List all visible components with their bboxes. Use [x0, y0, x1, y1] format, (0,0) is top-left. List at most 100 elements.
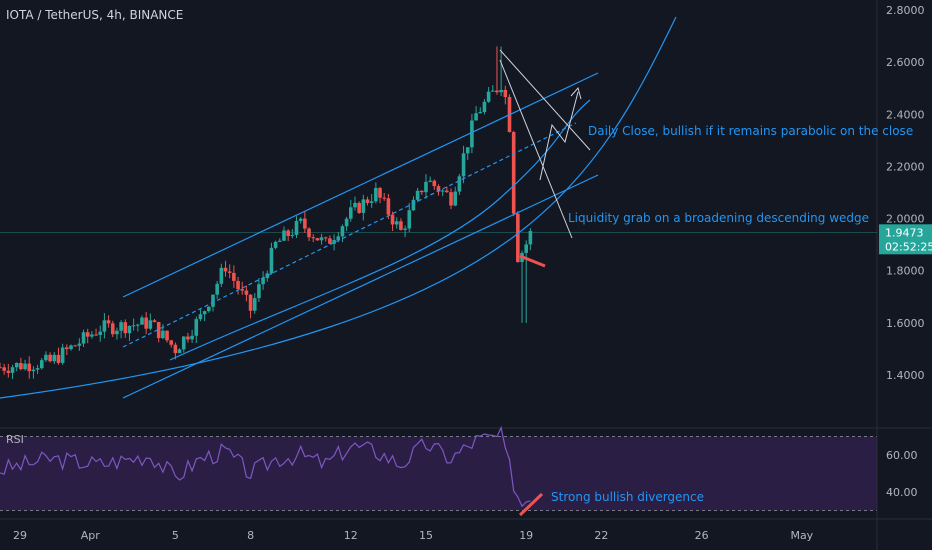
wedge-lower-line: [499, 59, 573, 239]
candle: [6, 370, 11, 373]
rsi-band: [0, 436, 877, 511]
candle: [386, 198, 391, 215]
candle: [407, 210, 412, 229]
candle: [248, 294, 253, 311]
candle: [482, 101, 487, 113]
rsi-tick-label: 60.00: [886, 449, 918, 462]
candle: [378, 187, 382, 198]
candle: [390, 214, 395, 225]
candle: [499, 89, 503, 93]
candle: [181, 336, 186, 350]
projection-arrowhead: [570, 86, 582, 100]
candle: [528, 230, 533, 245]
candle: [35, 368, 40, 370]
time-tick-label: 12: [344, 529, 358, 542]
candle: [428, 180, 432, 182]
wedge-lines-group: [499, 49, 591, 239]
candle: [503, 89, 508, 97]
candle: [432, 180, 437, 187]
candle: [140, 317, 144, 325]
bar-countdown: 02:52:25: [885, 240, 932, 253]
candle: [445, 190, 449, 193]
price-tick-label: 1.8000: [886, 265, 925, 278]
candle: [303, 218, 307, 229]
candle: [457, 176, 462, 192]
inner-parabolic-curve: [169, 99, 591, 361]
price-tick-label: 2.0000: [886, 213, 925, 226]
candles-group: [0, 46, 533, 380]
candle: [240, 288, 245, 291]
liquidity-grab-marker: [519, 254, 546, 268]
parabolic-curve: [0, 16, 677, 399]
chart-title: IOTA / TetherUS, 4h, BINANCE: [6, 8, 183, 22]
candle: [98, 331, 103, 336]
candle: [198, 314, 203, 320]
candle: [319, 237, 324, 241]
candle: [403, 228, 407, 230]
price-axis[interactable]: 2.8000 2.6000 2.4000 2.2000 2.0000 1.8000 1.60…: [886, 4, 925, 382]
price-tick-label: 2.6000: [886, 56, 925, 69]
candle: [440, 190, 445, 192]
candle: [336, 236, 341, 241]
candle: [19, 362, 23, 370]
candle: [449, 192, 453, 206]
candle: [69, 345, 73, 350]
candle: [419, 190, 424, 193]
candle: [470, 120, 474, 148]
price-tick-label: 2.4000: [886, 108, 925, 121]
candle: [165, 330, 169, 341]
candle: [294, 220, 299, 235]
candle: [136, 324, 140, 326]
candle: [202, 311, 207, 315]
candle: [411, 199, 416, 211]
candle: [465, 147, 470, 154]
candle: [119, 322, 123, 331]
candle: [156, 322, 161, 339]
candle: [90, 334, 94, 337]
candle: [490, 90, 495, 92]
candle: [23, 363, 27, 370]
candle: [211, 294, 215, 307]
candle: [261, 278, 265, 285]
candle: [415, 190, 420, 200]
candle: [323, 237, 328, 239]
candle: [77, 343, 82, 346]
candle: [286, 230, 290, 236]
candle: [298, 218, 303, 221]
candle: [511, 132, 516, 214]
candle: [252, 298, 257, 311]
rsi-axis[interactable]: 60.00 40.00: [886, 449, 918, 499]
candle: [173, 344, 178, 354]
candle: [110, 323, 115, 335]
time-tick-label: 29: [13, 529, 27, 542]
candle: [81, 332, 86, 344]
candle: [44, 354, 48, 361]
time-tick-label: 15: [419, 529, 433, 542]
candle: [307, 228, 311, 238]
time-tick-label: 8: [247, 529, 254, 542]
rsi-line: [0, 425, 531, 508]
candle: [127, 325, 132, 334]
candle: [215, 283, 219, 295]
candle: [2, 367, 6, 371]
projection-path: [539, 91, 579, 181]
candle: [106, 320, 111, 324]
candle: [14, 362, 19, 368]
candle: [60, 347, 65, 363]
candle: [123, 322, 128, 334]
channel-upper-line: [122, 72, 599, 298]
channel-midline: [122, 122, 577, 348]
time-tick-label: May: [790, 529, 813, 542]
price-tick-label: 1.4000: [886, 369, 925, 382]
candle: [0, 367, 2, 369]
candle: [361, 199, 366, 213]
annotation-daily-close: Daily Close, bullish if it remains parab…: [588, 124, 913, 138]
candle: [85, 332, 90, 337]
channel-lower-line: [122, 174, 599, 399]
candle: [148, 320, 153, 329]
candle: [474, 113, 478, 121]
time-tick-label: 22: [594, 529, 608, 542]
time-axis[interactable]: 29 Apr 5 8 12 15 19 22 26 May: [13, 529, 814, 542]
candle: [94, 334, 98, 336]
